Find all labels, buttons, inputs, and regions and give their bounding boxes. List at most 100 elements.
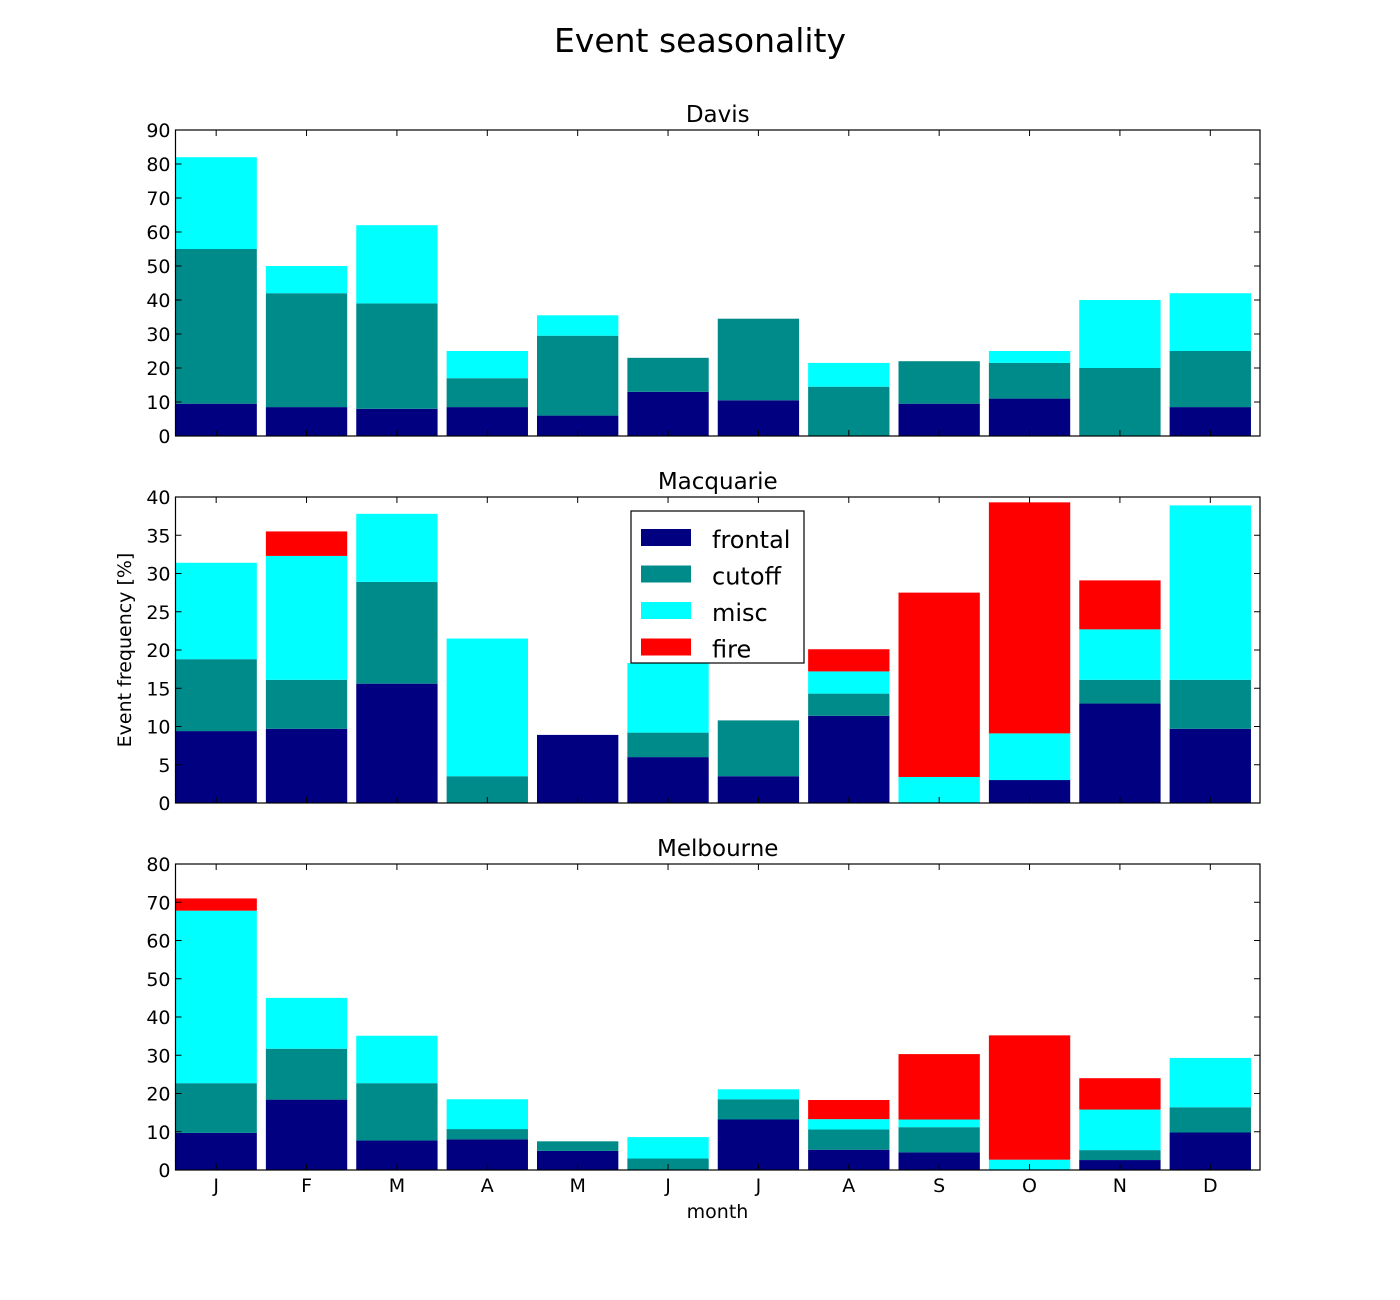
bar-macquarie-8-cutoff [808, 693, 890, 716]
legend: frontal cutoff misc fire [630, 510, 805, 664]
bar-melbourne-12-cutoff [1169, 1107, 1251, 1133]
bar-melbourne-1-fire [175, 898, 257, 911]
bar-macquarie-1-cutoff [175, 659, 257, 732]
x-axis-label: month [687, 1201, 749, 1223]
bar-melbourne-9-misc [898, 1119, 980, 1128]
y-tick-label: 60 [146, 222, 170, 244]
bar-melbourne-7-cutoff [717, 1099, 800, 1120]
bar-macquarie-1-misc [175, 562, 257, 660]
bar-davis-11-misc [1079, 300, 1161, 368]
y-tick-label: 70 [146, 188, 170, 210]
bar-macquarie-3-cutoff [356, 581, 438, 684]
bar-macquarie-6-cutoff [627, 732, 709, 758]
bar-davis-3-misc [356, 225, 438, 304]
y-tick-label: 30 [146, 564, 170, 586]
y-tick-label: 80 [146, 854, 170, 876]
bar-melbourne-2-cutoff [265, 1048, 348, 1100]
bar-melbourne-9-frontal [898, 1152, 980, 1170]
x-tick-label: J [212, 1175, 219, 1197]
y-tick-label: 90 [146, 120, 170, 142]
bar-davis-5-misc [537, 315, 619, 336]
bar-macquarie-12-misc [1169, 505, 1251, 680]
y-tick-label: 30 [146, 324, 170, 346]
bar-melbourne-1-cutoff [175, 1083, 257, 1133]
y-tick-label: 35 [146, 525, 170, 547]
panel-title: Melbourne [657, 836, 778, 862]
y-tick-label: 50 [146, 969, 170, 991]
x-tick-label: D [1203, 1175, 1218, 1197]
bar-melbourne-7-misc [717, 1089, 800, 1100]
bar-davis-1-cutoff [175, 249, 257, 404]
panel-title: Macquarie [658, 469, 778, 495]
bar-macquarie-10-fire [988, 502, 1071, 734]
bar-davis-11-cutoff [1079, 368, 1161, 436]
x-tick-label: M [389, 1175, 405, 1197]
y-tick-label: 15 [146, 678, 170, 700]
y-tick-label: 10 [146, 717, 170, 739]
x-tick-label: S [933, 1175, 945, 1197]
y-tick-label: 20 [146, 640, 170, 662]
bar-davis-2-cutoff [265, 293, 348, 408]
bar-melbourne-3-cutoff [356, 1083, 438, 1141]
y-tick-label: 20 [146, 358, 170, 380]
bar-melbourne-1-misc [175, 910, 257, 1084]
bar-davis-4-misc [446, 351, 528, 379]
y-tick-label: 80 [146, 154, 170, 176]
bar-davis-9-cutoff [898, 361, 980, 404]
bar-melbourne-8-misc [808, 1119, 890, 1130]
bar-davis-1-misc [175, 157, 257, 249]
bar-melbourne-5-cutoff [537, 1141, 619, 1151]
bar-melbourne-3-misc [356, 1035, 438, 1084]
x-tick-label: O [1022, 1175, 1037, 1197]
bar-macquarie-7-cutoff [717, 720, 800, 777]
bar-macquarie-8-frontal [808, 715, 890, 803]
bar-macquarie-11-frontal [1079, 703, 1161, 803]
y-tick-label: 70 [146, 892, 170, 914]
bar-melbourne-11-misc [1079, 1109, 1161, 1151]
bar-macquarie-1-frontal [175, 731, 257, 803]
panel-davis: 0 10 20 30 40 50 60 70 80 90 Davis [146, 102, 1261, 448]
bar-melbourne-2-frontal [265, 1099, 348, 1170]
legend-swatch-misc [641, 602, 691, 619]
panel-frame [174, 129, 1261, 437]
bar-macquarie-9-fire [898, 592, 980, 777]
y-tick-label: 5 [158, 755, 170, 777]
y-tick-label: 10 [146, 392, 170, 414]
bar-melbourne-1-frontal [175, 1132, 257, 1170]
figure-title: Event seasonality [554, 21, 846, 60]
bar-davis-10-cutoff [988, 362, 1071, 399]
bar-davis-12-cutoff [1169, 351, 1251, 408]
legend-label-fire: fire [712, 636, 751, 664]
panel-macquarie: 0 5 10 15 20 25 30 35 40 Macquarie [146, 469, 1261, 815]
bar-melbourne-11-fire [1079, 1078, 1161, 1110]
bar-macquarie-3-frontal [356, 683, 438, 803]
bar-macquarie-8-misc [808, 671, 890, 694]
y-tick-label: 0 [158, 793, 170, 815]
bar-macquarie-8-fire [808, 649, 890, 672]
bar-macquarie-12-frontal [1169, 728, 1251, 803]
bar-davis-6-frontal [627, 391, 709, 436]
bar-davis-12-misc [1169, 293, 1251, 351]
bar-macquarie-2-misc [265, 555, 348, 680]
legend-label-frontal: frontal [712, 526, 790, 554]
bar-davis-8-cutoff [808, 386, 890, 436]
bar-macquarie-4-misc [446, 638, 528, 777]
bar-davis-6-cutoff [627, 357, 709, 392]
y-tick-label: 60 [146, 931, 170, 953]
legend-label-cutoff: cutoff [712, 563, 782, 591]
bar-melbourne-9-fire [898, 1054, 980, 1120]
y-tick-label: 40 [146, 1007, 170, 1029]
bar-davis-5-cutoff [537, 335, 619, 416]
y-tick-label: 20 [146, 1084, 170, 1106]
x-tick-label: N [1113, 1175, 1127, 1197]
bar-davis-3-cutoff [356, 303, 438, 409]
bar-davis-10-misc [988, 351, 1071, 363]
bar-melbourne-11-cutoff [1079, 1150, 1161, 1161]
x-tick-label: J [755, 1175, 762, 1197]
bar-melbourne-10-fire [988, 1035, 1071, 1160]
bar-macquarie-10-misc [988, 733, 1071, 781]
x-tick-label: F [301, 1175, 312, 1197]
x-tick-label: M [569, 1175, 585, 1197]
bar-davis-5-frontal [537, 415, 619, 436]
y-axis-label: Event frequency [%] [114, 553, 136, 748]
